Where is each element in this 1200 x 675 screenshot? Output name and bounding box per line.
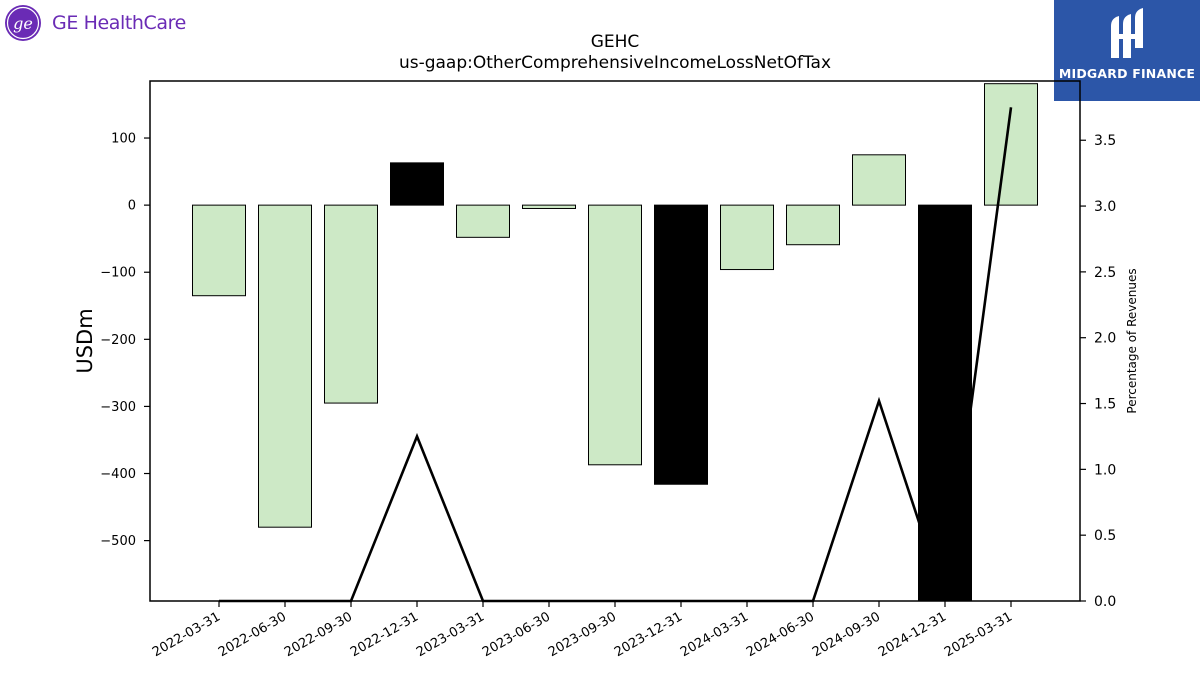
y-tick-label: −300 bbox=[100, 400, 136, 415]
midgard-finance-logo: MIDGARD FINANCE bbox=[1054, 0, 1200, 101]
publisher-name: MIDGARD FINANCE bbox=[1058, 66, 1196, 81]
plot-area bbox=[192, 83, 1038, 603]
bar-2022-12-31 bbox=[390, 162, 444, 206]
y2-tick-label: 1.5 bbox=[1094, 397, 1116, 413]
bar-2022-03-31 bbox=[192, 204, 246, 297]
y2-tick-label: 2.5 bbox=[1094, 265, 1116, 281]
y2-tick-label: 2.0 bbox=[1094, 331, 1116, 347]
y2-tick-label: 1.0 bbox=[1094, 462, 1116, 478]
y-tick-label: −200 bbox=[100, 333, 136, 348]
svg-text:ge: ge bbox=[13, 14, 33, 33]
midgard-mark-icon bbox=[1111, 8, 1143, 58]
y2-axis-label: Percentage of Revenues bbox=[1125, 268, 1139, 413]
y-tick-label: −400 bbox=[100, 467, 136, 482]
y2-tick-label: 0.0 bbox=[1094, 594, 1116, 610]
bar-2024-06-30 bbox=[786, 204, 840, 246]
chart-title: GEHC bbox=[591, 32, 640, 52]
x-tick-label-2023-09-30: 2023-09-30 bbox=[546, 609, 619, 660]
bar-2025-03-31 bbox=[984, 83, 1038, 206]
x-tick-label-2024-09-30: 2024-09-30 bbox=[810, 609, 883, 660]
bar-2022-06-30 bbox=[258, 204, 312, 528]
x-tick-label-2022-12-31: 2022-12-31 bbox=[348, 609, 421, 660]
x-tick-label-2023-03-31: 2023-03-31 bbox=[414, 609, 487, 660]
bar-2023-12-31 bbox=[654, 204, 708, 485]
y-axis-label: USDm bbox=[73, 308, 97, 373]
x-tick-label-2023-12-31: 2023-12-31 bbox=[612, 609, 685, 660]
chart-title-group: GEHC us-gaap:OtherComprehensiveIncomeLos… bbox=[399, 32, 831, 73]
y2-tick-label: 0.5 bbox=[1094, 528, 1116, 544]
bar-2024-03-31 bbox=[720, 204, 774, 271]
bar-2023-09-30 bbox=[588, 204, 642, 466]
ge-monogram-icon: ge bbox=[5, 5, 41, 41]
ge-healthcare-logo: ge GE HealthCare bbox=[4, 4, 186, 42]
y2-tick-label: 3.0 bbox=[1094, 199, 1116, 215]
x-tick-label-2023-06-30: 2023-06-30 bbox=[480, 609, 553, 660]
y-tick-label: −500 bbox=[100, 534, 136, 549]
x-tick-label-2024-03-31: 2024-03-31 bbox=[678, 609, 751, 660]
x-tick-label-2022-09-30: 2022-09-30 bbox=[282, 609, 355, 660]
company-name: GE HealthCare bbox=[52, 12, 186, 34]
x-tick-label-2025-03-31: 2025-03-31 bbox=[942, 609, 1015, 660]
bar-2024-09-30 bbox=[852, 154, 906, 206]
bar-2023-06-30 bbox=[522, 204, 576, 209]
y-tick-label: −100 bbox=[100, 266, 136, 281]
bar-2022-09-30 bbox=[324, 204, 378, 404]
y-tick-label: 100 bbox=[111, 132, 136, 147]
chart-subtitle: us-gaap:OtherComprehensiveIncomeLossNetO… bbox=[399, 53, 831, 73]
bar-2024-12-31 bbox=[918, 204, 972, 602]
x-tick-label-2024-12-31: 2024-12-31 bbox=[876, 609, 949, 660]
x-tick-label-2022-03-31: 2022-03-31 bbox=[150, 609, 223, 660]
x-tick-label-2024-06-30: 2024-06-30 bbox=[744, 609, 817, 660]
y2-tick-label: 3.5 bbox=[1094, 133, 1116, 149]
x-tick-label-2022-06-30: 2022-06-30 bbox=[216, 609, 289, 660]
y-tick-label: 0 bbox=[128, 199, 136, 214]
bar-2023-03-31 bbox=[456, 204, 510, 238]
